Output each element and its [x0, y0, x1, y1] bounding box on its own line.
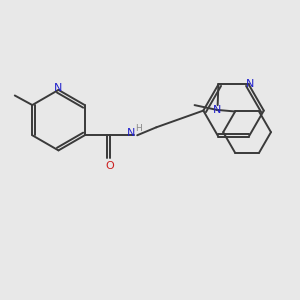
Text: N: N	[213, 105, 221, 115]
Text: O: O	[106, 160, 115, 170]
Text: H: H	[136, 124, 142, 133]
Text: N: N	[127, 128, 136, 138]
Text: N: N	[54, 83, 63, 93]
Text: N: N	[246, 79, 254, 88]
